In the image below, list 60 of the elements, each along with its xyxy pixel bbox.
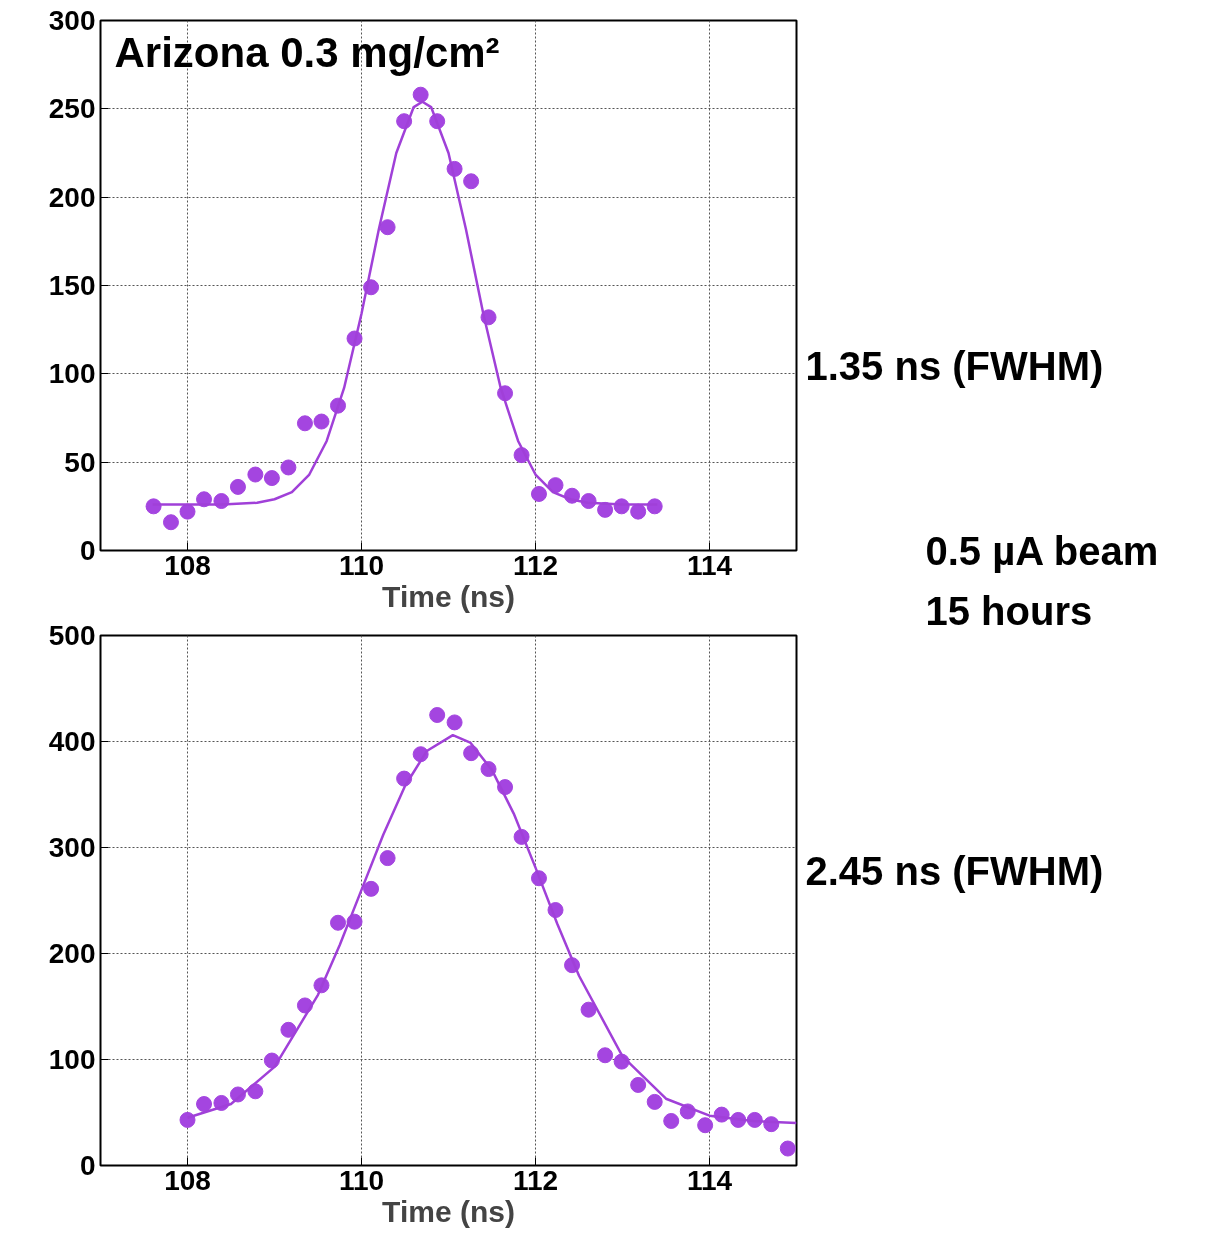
point [379, 850, 396, 867]
point [313, 413, 330, 430]
point [363, 880, 380, 897]
y-tick-label: 200 [48, 938, 96, 969]
point [280, 459, 297, 476]
point [697, 1117, 714, 1134]
text: 15 hours [925, 588, 1093, 633]
point [145, 498, 162, 515]
point [296, 415, 313, 432]
point [179, 1111, 196, 1128]
x-tick-label: 112 [512, 549, 559, 581]
point [630, 503, 647, 520]
point [463, 745, 480, 762]
x-axis-title: Time (ns) [382, 579, 515, 613]
text: 1.35 ns (FWHM) [805, 343, 1104, 388]
point [779, 1140, 796, 1157]
point [162, 514, 179, 531]
point [412, 86, 429, 103]
x-tick-label: 112 [512, 1164, 559, 1196]
x-tick-label: 114 [686, 549, 733, 581]
y-tick-label: 150 [48, 270, 96, 301]
y-tick-label: 100 [48, 1044, 96, 1075]
y-tick-label: 100 [48, 358, 96, 390]
point [547, 477, 564, 494]
chart-title: Arizona 0.3 mg/cm² [114, 28, 500, 76]
point [630, 1076, 647, 1093]
x-tick-label: 110 [338, 1164, 385, 1196]
point [597, 501, 614, 518]
point [530, 485, 547, 502]
y-tick-label: 400 [48, 726, 96, 757]
point [179, 503, 196, 520]
y-tick-label: 500 [48, 620, 96, 651]
point [196, 1096, 213, 1113]
point [379, 219, 396, 236]
x-tick-label: 114 [686, 1164, 733, 1196]
x-tick-label: 110 [338, 549, 385, 581]
point [229, 478, 246, 495]
point [247, 466, 264, 483]
y-tick-label: 200 [48, 181, 96, 213]
x-tick-label: 108 [164, 549, 211, 581]
point [446, 714, 463, 731]
point [280, 1021, 297, 1038]
text: 2.45 ns (FWHM) [805, 848, 1104, 893]
y-tick-label: 300 [48, 5, 96, 36]
point [463, 173, 480, 190]
x-axis-title: Time (ns) [382, 1194, 515, 1228]
point [429, 707, 446, 723]
point [330, 914, 347, 931]
y-tick-label: 0 [79, 535, 96, 566]
point [646, 1093, 663, 1110]
y-tick-label: 50 [64, 446, 96, 478]
point [263, 470, 280, 487]
point [597, 1047, 614, 1064]
point [663, 1112, 680, 1129]
point [580, 1001, 597, 1018]
text: 0.5 µA beam [925, 528, 1159, 573]
y-tick-label: 0 [79, 1150, 96, 1181]
y-tick-label: 250 [48, 93, 96, 125]
y-tick-label: 300 [48, 832, 96, 863]
x-tick-label: 108 [164, 1164, 211, 1196]
